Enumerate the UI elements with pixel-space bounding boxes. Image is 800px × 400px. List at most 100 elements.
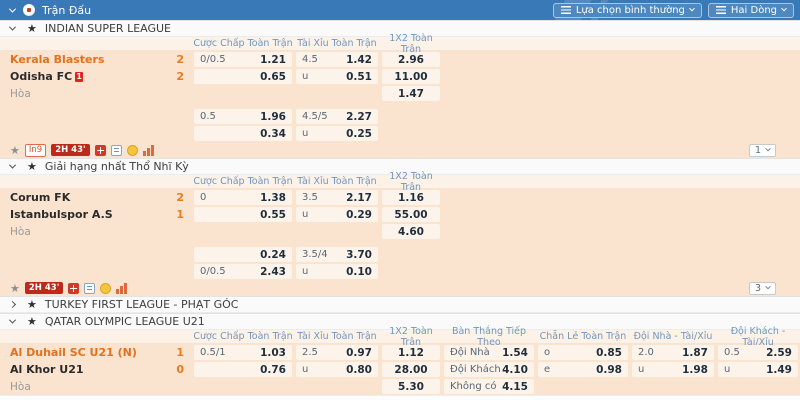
odds-cell-home-under[interactable]: u 1.98 bbox=[632, 362, 714, 377]
match-row-home: Kerala Blasters 2 0/0.5 1.21 4.5 1.42 2.… bbox=[0, 51, 800, 68]
list-icon bbox=[715, 6, 726, 14]
league-header-qatar-olympic-u21[interactable]: ★ QATAR OLYMPIC LEAGUE U21 bbox=[0, 313, 800, 330]
handicap-line: 0/0.5 bbox=[200, 266, 226, 277]
total-odds: 0.97 bbox=[346, 346, 372, 359]
red-cards-icon[interactable] bbox=[94, 144, 106, 156]
odds-cell-over[interactable]: 2.5 0.97 bbox=[296, 345, 378, 360]
star-icon[interactable]: ★ bbox=[27, 22, 37, 35]
odds-cell-next-goal-away[interactable]: Đội Khách 4.10 bbox=[444, 362, 534, 377]
display-mode-button[interactable]: Hai Dòng bbox=[707, 2, 794, 18]
star-icon[interactable]: ★ bbox=[27, 315, 37, 328]
match-row-draw: Hòa 4.60 bbox=[0, 223, 800, 240]
odds-cell-handicap-alt-away[interactable]: 0/0.5 2.43 bbox=[194, 264, 292, 279]
odds-cell-under[interactable]: u 0.80 bbox=[296, 362, 378, 377]
odds-cell-handicap-home[interactable]: 0 1.38 bbox=[194, 190, 292, 205]
market-count-select[interactable]: 1 bbox=[748, 143, 776, 157]
odds-cell-odd[interactable]: o 0.85 bbox=[538, 345, 628, 360]
handicap-line: 0 bbox=[200, 192, 207, 203]
view-mode-button[interactable]: Lựa chọn bình thường bbox=[552, 2, 702, 18]
league-name: TURKEY FIRST LEAGUE - PHẠT GÓC bbox=[44, 298, 239, 311]
star-icon[interactable]: ★ bbox=[27, 160, 37, 173]
odds-cell-1x2-away[interactable]: 11.00 bbox=[382, 69, 440, 84]
odd-even-line: o bbox=[544, 347, 551, 358]
odd-even-line: e bbox=[544, 364, 551, 375]
odds-cell-handicap-home[interactable]: 0.5/1 1.03 bbox=[194, 345, 292, 360]
odds-cell-next-goal-home[interactable]: Đội Nhà 1.54 bbox=[444, 345, 534, 360]
ball-possession-icon[interactable] bbox=[126, 144, 138, 156]
stats-chart-icon[interactable] bbox=[142, 144, 155, 156]
column-header-over-under: Tài Xỉu Toàn Trận bbox=[297, 38, 377, 49]
odds-cell-handicap-away[interactable]: 0.55 bbox=[194, 207, 292, 222]
odds-cell-home-over[interactable]: 2.0 1.87 bbox=[632, 345, 714, 360]
market-count-select[interactable]: 3 bbox=[748, 281, 776, 295]
odds-cell-1x2-draw[interactable]: 4.60 bbox=[382, 224, 440, 239]
odds-cell-handicap-away[interactable]: 0.65 bbox=[194, 69, 292, 84]
handicap-odds: 1.21 bbox=[260, 53, 286, 66]
lineup-icon[interactable] bbox=[110, 144, 122, 156]
favorite-star-icon[interactable]: ★ bbox=[10, 143, 20, 157]
sliders-icon bbox=[560, 6, 571, 14]
handicap-odds: 0.24 bbox=[260, 248, 286, 261]
handicap-odds: 1.96 bbox=[260, 110, 286, 123]
handicap-odds: 0.65 bbox=[260, 70, 286, 83]
star-icon[interactable]: ★ bbox=[27, 298, 37, 311]
total-odds: 0.80 bbox=[346, 363, 372, 376]
odds-cell-handicap-alt-home[interactable]: 0.24 bbox=[194, 247, 292, 262]
odds-cell-1x2-home[interactable]: 2.96 bbox=[382, 52, 440, 67]
odds-cell-under-alt[interactable]: u 0.25 bbox=[296, 126, 378, 141]
chevron-down-icon bbox=[8, 316, 17, 324]
home-total-odds: 1.98 bbox=[682, 363, 708, 376]
handicap-odds: 1.03 bbox=[260, 346, 286, 359]
odds-cell-over[interactable]: 4.5 1.42 bbox=[296, 52, 378, 67]
league-header-turkish-first-league[interactable]: ★ Giải hạng nhất Thổ Nhĩ Kỳ bbox=[0, 158, 800, 175]
odds-cell-1x2-away[interactable]: 28.00 bbox=[382, 362, 440, 377]
league-name: Giải hạng nhất Thổ Nhĩ Kỳ bbox=[44, 160, 189, 173]
handicap-odds: 1.38 bbox=[260, 191, 286, 204]
alt-odds-row-2: 0.34 u 0.25 bbox=[0, 125, 800, 142]
stats-chart-icon[interactable] bbox=[116, 282, 129, 294]
odds-cell-1x2-away[interactable]: 55.00 bbox=[382, 207, 440, 222]
odds-cell-handicap-home[interactable]: 0/0.5 1.21 bbox=[194, 52, 292, 67]
column-header-1x2: 1X2 Toàn Trận bbox=[389, 325, 433, 348]
match-status-row: ★ 2H 43' 3 bbox=[0, 280, 800, 296]
away-total-odds: 2.59 bbox=[766, 346, 792, 359]
league-header-indian-super-league[interactable]: ★ INDIAN SUPER LEAGUE bbox=[0, 20, 800, 37]
1x2-odds: 28.00 bbox=[394, 363, 428, 376]
match-row-home: Al Duhail SC U21 (N) 1 0.5/1 1.03 2.5 0.… bbox=[0, 344, 800, 361]
odds-cell-over-alt[interactable]: 4.5/5 2.27 bbox=[296, 109, 378, 124]
odds-cell-under[interactable]: u 0.51 bbox=[296, 69, 378, 84]
odds-cell-next-goal-none[interactable]: Không có 4.15 bbox=[444, 379, 534, 394]
odds-cell-handicap-away[interactable]: 0.76 bbox=[194, 362, 292, 377]
odds-cell-even[interactable]: e 0.98 bbox=[538, 362, 628, 377]
odds-cell-over[interactable]: 3.5 2.17 bbox=[296, 190, 378, 205]
chevron-right-icon bbox=[8, 300, 17, 309]
odds-cell-away-under[interactable]: u 1.49 bbox=[718, 362, 798, 377]
odds-cell-1x2-draw[interactable]: 5.30 bbox=[382, 379, 440, 394]
odds-cell-1x2-draw[interactable]: 1.47 bbox=[382, 86, 440, 101]
total-odds: 3.70 bbox=[346, 248, 372, 261]
away-total-line: 0.5 bbox=[724, 347, 740, 358]
odds-cell-1x2-home[interactable]: 1.12 bbox=[382, 345, 440, 360]
home-score: 2 bbox=[176, 191, 184, 204]
red-cards-icon[interactable] bbox=[68, 282, 80, 294]
total-line: u bbox=[302, 128, 309, 139]
odds-cell-under-alt[interactable]: u 0.10 bbox=[296, 264, 378, 279]
league-body: Cược Chấp Toàn Trận Tài Xỉu Toàn Trận 1X… bbox=[0, 326, 800, 395]
match-row-draw: Hòa 1.47 bbox=[0, 85, 800, 102]
lineup-icon[interactable] bbox=[84, 282, 96, 294]
league-header-turkey-first-league-corners[interactable]: ★ TURKEY FIRST LEAGUE - PHẠT GÓC bbox=[0, 296, 800, 313]
odds-cell-over-alt[interactable]: 3.5/4 3.70 bbox=[296, 247, 378, 262]
odds-cell-1x2-home[interactable]: 1.16 bbox=[382, 190, 440, 205]
chevron-down-icon bbox=[765, 283, 771, 290]
odds-cell-away-over[interactable]: 0.5 2.59 bbox=[718, 345, 798, 360]
collapse-all-chevron-icon[interactable] bbox=[8, 5, 17, 13]
ball-possession-icon[interactable] bbox=[100, 282, 112, 294]
favorite-star-icon[interactable]: ★ bbox=[10, 281, 20, 295]
odds-cell-under[interactable]: u 0.29 bbox=[296, 207, 378, 222]
odds-cell-handicap-alt-home[interactable]: 0.5 1.96 bbox=[194, 109, 292, 124]
total-line: 4.5/5 bbox=[302, 111, 328, 122]
odds-cell-handicap-alt-away[interactable]: 0.34 bbox=[194, 126, 292, 141]
handicap-odds: 0.55 bbox=[260, 208, 286, 221]
total-line: u bbox=[302, 71, 309, 82]
